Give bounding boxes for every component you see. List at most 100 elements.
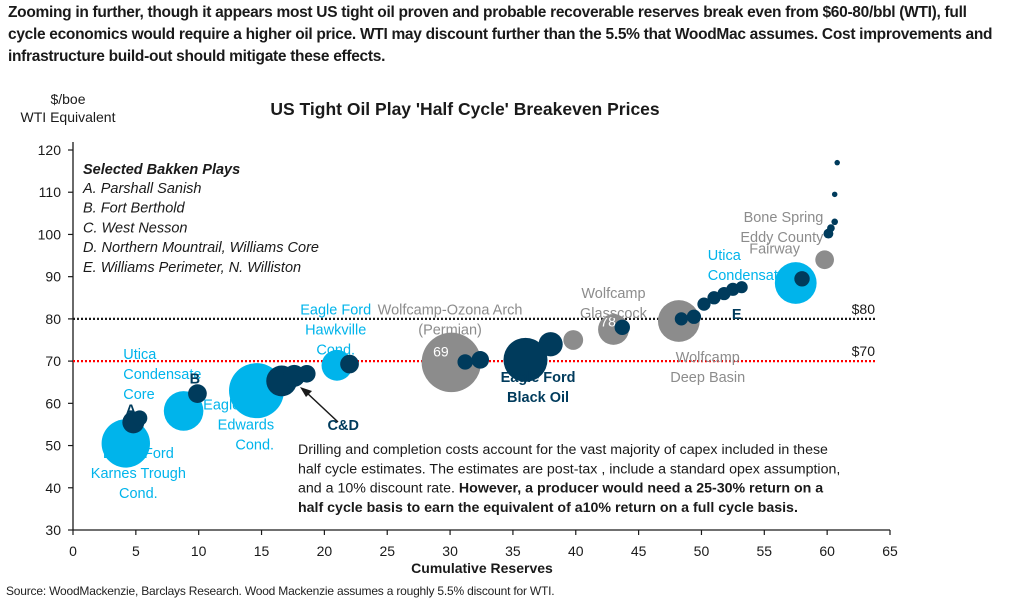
axes: 0 5 10 15 20 25 30 35 40 45 50 55 60 65 30 40 50 60 70 80 90… (38, 142, 898, 559)
reference-line-label: $80 (852, 301, 876, 317)
note-line: and a 10% discount rate. However, a prod… (298, 481, 823, 497)
annotation-line: Wolfcamp (581, 286, 645, 302)
annotation-label: Eagle Ford Karnes Trough Cond. (91, 446, 186, 502)
annotation-line: Edwards (218, 418, 274, 434)
y-tick-label: 30 (45, 522, 61, 538)
x-tick-label: 55 (757, 543, 773, 559)
annotation-line: Wolfcamp-Ozona Arch (378, 303, 523, 319)
bubble-dark-blue (297, 364, 316, 383)
annotation-label: E (732, 307, 742, 323)
annotation-label: Wolfcamp Deep Basin (670, 350, 745, 386)
annotation-line: Utica (708, 248, 742, 264)
x-tick-label: 50 (694, 543, 710, 559)
annotation-line: A (126, 402, 137, 418)
annotation-label: B (190, 371, 200, 387)
bubble-gray (815, 250, 834, 270)
x-tick-label: 65 (882, 543, 898, 559)
legend-title: Selected Bakken Plays (83, 162, 240, 178)
annotation-label: Bone Spring Eddy County (740, 210, 824, 246)
y-tick-label: 60 (45, 395, 61, 411)
legend-item: B. Fort Berthold (83, 201, 185, 217)
bubble-dark-blue (686, 309, 702, 324)
annotation-label: A (126, 402, 137, 418)
x-tick-label: 25 (379, 543, 395, 559)
intro-paragraph: Zooming in further, though it appears mo… (8, 4, 993, 65)
bubble-label: 78 (600, 313, 616, 329)
cd-arrow (300, 387, 339, 423)
annotation-line: (Permian) (418, 323, 482, 339)
annotation-line: B (190, 371, 200, 387)
bubble-dark-blue (538, 332, 563, 357)
x-tick-label: 35 (505, 543, 521, 559)
note-line: half cycle basis to earn the equivalent … (298, 500, 798, 516)
bubbles: 69 78 (101, 159, 840, 468)
bubble-dark-blue (794, 271, 810, 287)
annotation-line: Hawkville (305, 323, 366, 339)
annotation-line: E (732, 307, 742, 323)
annotation-label: Eagle Ford Edwards Cond. (203, 398, 274, 454)
y-tick-label: 40 (45, 480, 61, 496)
x-tick-label: 30 (442, 543, 458, 559)
bubble-dark-blue (340, 354, 359, 374)
annotation-line: Eagle Ford (300, 303, 371, 319)
bubble-dark-blue (457, 354, 473, 370)
y-tick-label: 50 (45, 438, 61, 454)
annotation-line: Eagle Ford (103, 446, 174, 462)
x-tick-label: 5 (132, 543, 140, 559)
annotation-label: Wolfcamp-Ozona Arch (Permian) (378, 303, 523, 339)
bubble-dark-blue (471, 351, 490, 369)
annotation-label: Wolfcamp Glasscock (580, 286, 648, 322)
bubble-dark-blue (827, 224, 835, 232)
note-bold-segment: However, a producer would need a 25-30% … (459, 481, 823, 497)
bubble-gray (421, 332, 482, 393)
reference-line-label: $70 (852, 343, 876, 359)
annotation-line: Deep Basin (670, 370, 745, 386)
y-tick-label: 110 (39, 184, 62, 200)
annotation-label: Eagle Ford Black Oil (501, 370, 576, 406)
note-text: Drilling and completion costs account fo… (298, 442, 840, 516)
note-line: Drilling and completion costs account fo… (298, 442, 828, 458)
annotation-line: Cond. (119, 486, 158, 502)
x-axis-label: Cumulative Reserves (411, 560, 553, 576)
annotation-line: Bone Spring (744, 210, 824, 226)
source-note: Source: WoodMackenzie, Barclays Research… (6, 584, 555, 598)
bubble-label: 69 (433, 343, 449, 359)
annotation-line: Wolfcamp (676, 350, 740, 366)
bubble-dark-blue (131, 410, 148, 426)
annotation-line: Black Oil (507, 390, 569, 406)
annotation-label: Utica Condensate Core (123, 347, 201, 403)
arrow-line (305, 391, 339, 423)
y-tick-label: 70 (45, 353, 61, 369)
bubble-dark-blue (834, 159, 840, 166)
annotation-line: Glasscock (580, 306, 648, 322)
bubble-dark-blue (188, 384, 207, 403)
legend-item: C. West Nesson (83, 220, 188, 236)
y-tick-label: 80 (45, 311, 61, 327)
annotation-line: Eagle Ford (501, 370, 576, 386)
annotation-label: C&D (328, 418, 359, 434)
annotation-line: Fairway (749, 241, 801, 257)
legend-item: E. Williams Perimeter, N. Williston (83, 260, 301, 276)
y-tick-label: 100 (38, 226, 62, 242)
x-tick-label: 0 (69, 543, 77, 559)
x-tick-label: 15 (254, 543, 270, 559)
annotation-line: Karnes Trough (91, 466, 186, 482)
bakken-legend: Selected Bakken Plays A. Parshall Sanish B… (82, 162, 319, 276)
annotation-line: Eddy County (740, 230, 824, 246)
annotation-line: Cond. (316, 343, 355, 359)
annotation-label: Eagle Ford Hawkville Cond. (300, 303, 371, 359)
bubble-dark-blue (674, 312, 688, 326)
annotation-line: Condensate (708, 268, 786, 284)
bubble-gray (563, 330, 584, 350)
x-tick-label: 40 (568, 543, 584, 559)
arrow-head (300, 387, 312, 397)
x-tick-label: 20 (317, 543, 333, 559)
bubble-dark-blue (831, 191, 838, 198)
legend-item: A. Parshall Sanish (82, 181, 201, 197)
annotation-label: Utica Condensate (708, 248, 786, 284)
y-axis-label: WTI Equivalent (21, 109, 116, 125)
y-tick-label: 90 (45, 269, 61, 285)
bubble-dark-blue (503, 337, 548, 382)
bubble-dark-blue (697, 297, 711, 311)
x-tick-label: 10 (191, 543, 207, 559)
